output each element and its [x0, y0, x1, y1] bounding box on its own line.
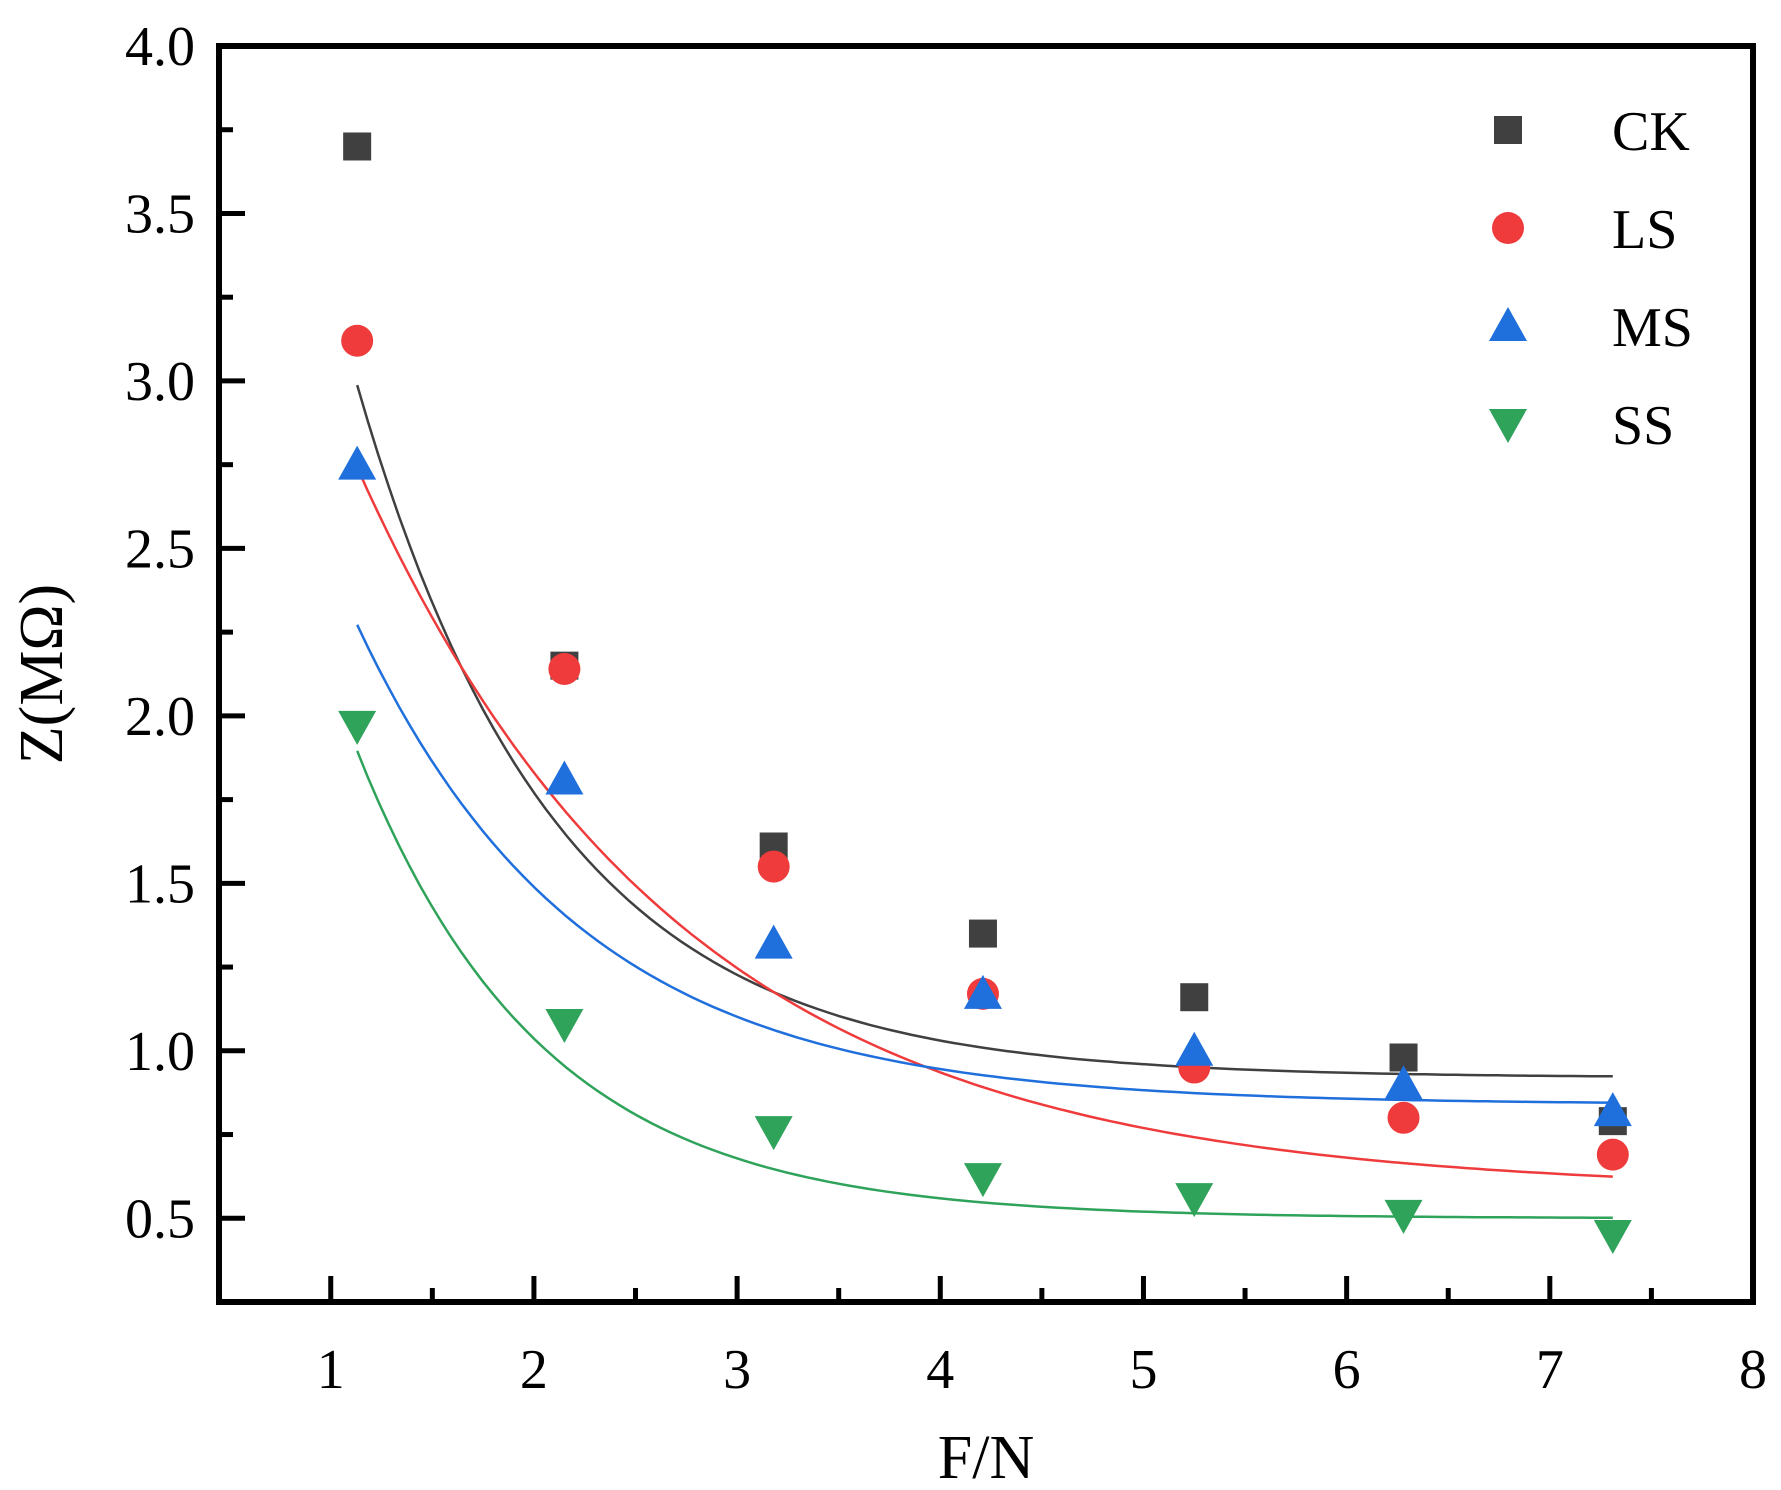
data-point-ss: [1175, 1183, 1214, 1218]
data-point-ck: [343, 132, 372, 161]
legend-marker-ck: [1494, 116, 1522, 144]
legend-label-ls: LS: [1612, 199, 1677, 261]
x-tick-label: 5: [1129, 1339, 1157, 1401]
data-point-ck: [1180, 983, 1209, 1012]
legend: CK LS MS SS: [1489, 101, 1693, 457]
y-tick-label: 3.0: [125, 351, 195, 413]
x-tick-label: 2: [520, 1339, 548, 1401]
x-tick-label: 8: [1739, 1339, 1767, 1401]
plot-frame: [216, 43, 1756, 1305]
legend-marker-ss: [1489, 409, 1527, 443]
y-tick-label: 2.5: [125, 518, 195, 580]
legend-label-ck: CK: [1612, 101, 1690, 163]
data-point-ss: [1593, 1220, 1632, 1255]
data-point-ls: [341, 324, 374, 357]
x-tick-label: 6: [1333, 1339, 1361, 1401]
data-point-ms: [1593, 1092, 1632, 1127]
tick-labels: 1 2 3 4 5 6 7 8 0.5 1.0 1.5 2.0 2.5 3.0 3.5 4.0: [125, 16, 1767, 1401]
data-point-ss: [963, 1163, 1002, 1198]
data-markers: [338, 132, 1632, 1255]
data-point-ss: [545, 1009, 584, 1044]
data-point-ss: [338, 710, 377, 745]
y-tick-label: 0.5: [125, 1188, 195, 1250]
x-tick-label: 4: [926, 1339, 954, 1401]
fit-curve-ms: [356, 624, 1613, 1104]
x-tick-label: 7: [1536, 1339, 1564, 1401]
y-tick-label: 1.5: [125, 853, 195, 915]
y-tick-label: 3.5: [125, 183, 195, 245]
data-point-ss: [754, 1116, 793, 1151]
y-tick-label: 2.0: [125, 686, 195, 748]
data-point-ss: [1384, 1199, 1423, 1234]
x-tick-label: 3: [723, 1339, 751, 1401]
y-tick-label: 4.0: [125, 16, 195, 78]
legend-marker-ms: [1489, 307, 1527, 341]
data-point-ms: [1175, 1031, 1214, 1066]
fit-curve-ls: [356, 466, 1613, 1178]
data-point-ck: [968, 919, 997, 948]
data-point-ms: [963, 974, 1002, 1009]
data-point-ls: [757, 850, 790, 883]
x-axis-title: F/N: [938, 1424, 1034, 1490]
legend-label-ss: SS: [1612, 395, 1674, 457]
axis-ticks: [219, 43, 1756, 1305]
y-axis-title: Z(MΩ): [8, 584, 76, 764]
data-point-ls: [548, 652, 581, 685]
data-point-ms: [754, 924, 793, 959]
x-tick-label: 1: [317, 1339, 345, 1401]
legend-label-ms: MS: [1612, 297, 1693, 359]
data-point-ms: [545, 760, 584, 795]
legend-marker-ls: [1492, 212, 1524, 244]
data-point-ls: [1387, 1101, 1420, 1134]
y-tick-label: 1.0: [125, 1021, 195, 1083]
data-point-ms: [338, 445, 377, 480]
data-point-ms: [1384, 1065, 1423, 1100]
data-point-ls: [1596, 1138, 1629, 1171]
